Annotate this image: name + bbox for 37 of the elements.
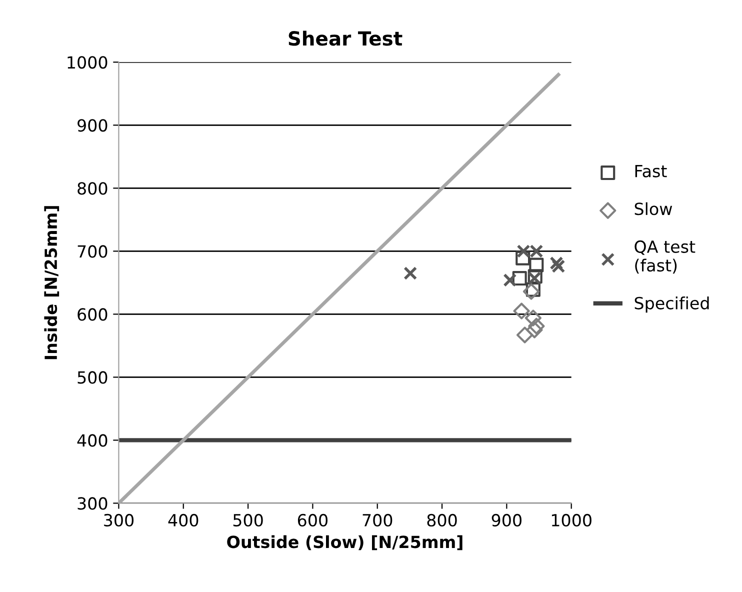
- x-tick-label: 800: [427, 514, 457, 527]
- point: [503, 273, 517, 287]
- y-tick-label: 800: [78, 182, 108, 195]
- point: [404, 266, 418, 280]
- point: [524, 310, 542, 326]
- point: [528, 318, 545, 334]
- y-tick-label: 300: [78, 497, 108, 510]
- x-axis-title: Outside (Slow) [N/25mm]: [227, 535, 462, 550]
- point: [516, 250, 530, 266]
- x-tick-label: 900: [492, 514, 522, 527]
- y-tick-label: 1000: [68, 56, 108, 69]
- point: [526, 282, 540, 297]
- point: [526, 322, 543, 338]
- y-tick-label: 600: [78, 308, 108, 321]
- y-tick-label: 400: [77, 434, 108, 447]
- legend-label: Fast: [635, 164, 667, 178]
- x-tick-label: 1000: [552, 514, 592, 527]
- point: [516, 326, 534, 344]
- legend-label: Specified: [634, 296, 709, 313]
- x-tick-label: 400: [168, 514, 198, 527]
- legend-label: QA test (fast): [634, 240, 696, 274]
- y-tick-label: 500: [78, 371, 108, 384]
- point: [529, 258, 544, 272]
- point: [513, 302, 530, 320]
- y-tick-label: 900: [78, 119, 108, 132]
- point: [522, 283, 540, 300]
- y-axis-title: Inside [N/25mm]: [44, 206, 60, 360]
- point: [512, 271, 527, 286]
- point: [552, 260, 566, 274]
- x-tick-label: 500: [233, 514, 263, 527]
- x-tick-label: 300: [104, 514, 134, 527]
- x-tick-label: 600: [298, 514, 328, 527]
- point: [550, 256, 564, 270]
- chart-title: Shear Test: [288, 30, 402, 46]
- x-tick-label: 700: [362, 514, 392, 527]
- y-tick-label: 700: [78, 245, 108, 258]
- legend-label: Slow: [634, 202, 672, 216]
